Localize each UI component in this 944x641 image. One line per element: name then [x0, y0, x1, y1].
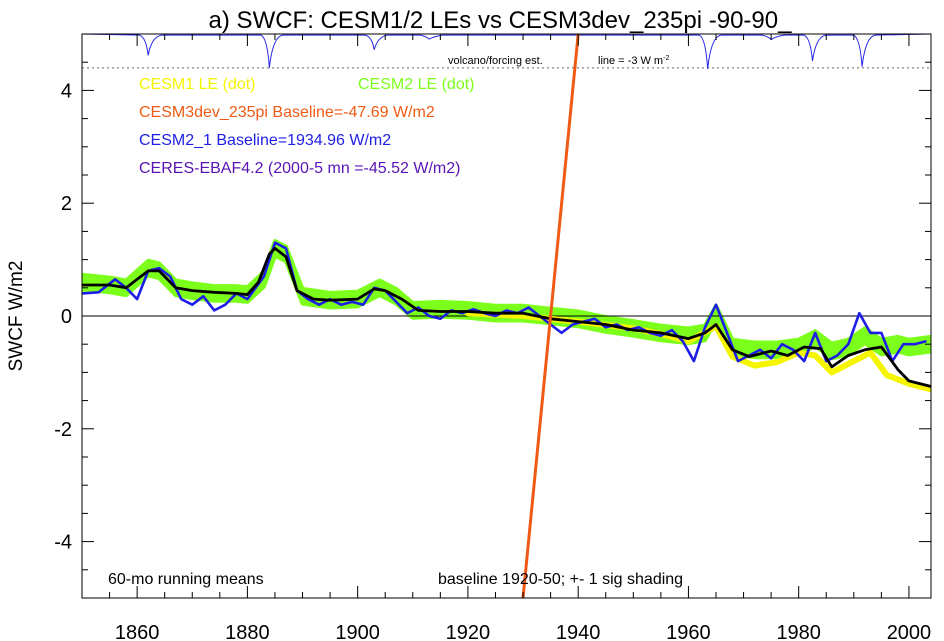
- x-tick-label: 1960: [666, 622, 711, 641]
- volcano-forcing-line: [81, 33, 932, 70]
- x-tick-label: 2000: [887, 622, 932, 641]
- running-mean-note: 60-mo running means: [108, 571, 264, 588]
- x-tick-label: 1920: [446, 622, 491, 641]
- y-tick-label: 0: [61, 306, 72, 328]
- y-tick-label: -2: [54, 419, 72, 441]
- x-tick-label: 1980: [776, 622, 821, 641]
- legend-entry-cesm3dev-235pi: CESM3dev_235pi Baseline=-47.69 W/m2: [139, 104, 435, 121]
- volcano-panel: [81, 33, 932, 70]
- y-axis-label: SWCF W/m2: [6, 261, 27, 372]
- y-tick-label: 4: [61, 80, 72, 102]
- series-lines: [82, 34, 931, 598]
- x-tick-label: 1880: [225, 622, 270, 641]
- legend-entry-cesm2-1: CESM2_1 Baseline=1934.96 W/m2: [139, 132, 391, 149]
- series-cesm2-le-band: [82, 239, 931, 361]
- plot-area: 1860 1880 1900 1920 1940 1960 1980 2000420-2-4 …: [54, 33, 932, 641]
- cesm2-le-band: [82, 239, 931, 361]
- legend-entry-cesm2: CESM2 LE (dot): [358, 76, 474, 93]
- series-cesm2-1-line: [82, 241, 927, 363]
- y-tick-label: 2: [61, 193, 72, 215]
- y-tick-label: -4: [54, 532, 72, 554]
- legend-entry-ceres-ebaf4-2: CERES-EBAF4.2 (2000-5 mn =-45.52 W/m2): [139, 160, 460, 177]
- baseline-note: baseline 1920-50; +- 1 sig shading: [438, 571, 683, 588]
- series-cesm3dev-235pi-line: [521, 34, 580, 598]
- legend-entry-cesm1: CESM1 LE (dot): [139, 76, 255, 93]
- series-ensemble-mean-line: [82, 246, 931, 388]
- x-tick-label: 1900: [335, 622, 380, 641]
- line-scale-annotation: line = -3 W m-2: [598, 55, 669, 67]
- x-tick-label: 1940: [556, 622, 601, 641]
- chart-title: a) SWCF: CESM1/2 LEs vs CESM3dev_235pi -…: [209, 7, 793, 34]
- line-scale-superscript: -2: [663, 55, 669, 62]
- volcano-annotation: volcano/forcing est.: [448, 55, 543, 67]
- legend: CESM1 LE (dot) CESM2 LE (dot) CESM3dev_235…: [139, 76, 474, 177]
- annotations: volcano/forcing est. line = -3 W m-2 60-mo…: [108, 55, 683, 588]
- axes: 1860 1880 1900 1920 1940 1960 1980 2000 4 2 0 -2 -4: [54, 33, 932, 641]
- x-tick-label: 1860: [115, 622, 160, 641]
